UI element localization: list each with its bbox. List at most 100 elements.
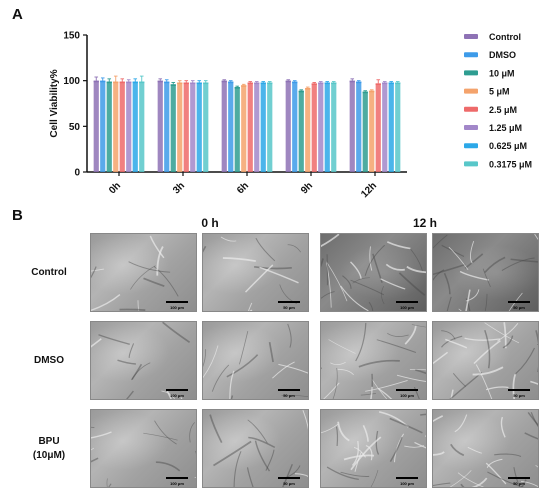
cell-streak (137, 300, 140, 311)
cell-streak (335, 426, 339, 447)
bar-top (177, 82, 183, 85)
micrograph-image: 100 μm (320, 409, 427, 488)
cell-streak (454, 414, 468, 433)
legend-swatch (464, 161, 478, 167)
cell-streak (350, 436, 382, 471)
cell-streak (535, 465, 538, 468)
cell-streak (497, 323, 519, 342)
bar-top (221, 80, 227, 83)
cell-streak (106, 478, 108, 487)
cell-streak (369, 246, 373, 271)
bar (285, 80, 291, 172)
cell-streak (130, 265, 156, 290)
cell-streak (500, 416, 506, 438)
cell-streak (485, 386, 509, 391)
bar-top (119, 81, 125, 84)
cell-streak (143, 277, 165, 288)
scale-bar-label: 100 μm (400, 305, 414, 310)
bar-top (369, 90, 375, 93)
cell-streak (91, 266, 97, 279)
cell-streak (510, 258, 538, 263)
cell-streak (515, 347, 536, 375)
cell-streak (448, 246, 469, 271)
micrograph-image: 50 μm (202, 321, 309, 400)
bar-top (395, 82, 401, 85)
bar-top (375, 83, 381, 86)
cell-streak (387, 332, 409, 337)
legend-swatch (464, 70, 478, 76)
bar-top (164, 81, 170, 84)
micrograph-image: 50 μm (202, 409, 309, 488)
cell-streak (360, 393, 376, 396)
legend-swatch (464, 125, 478, 130)
cell-streak (508, 292, 523, 311)
bar (196, 82, 202, 172)
bar-top (228, 81, 234, 84)
legend-swatch (464, 52, 478, 58)
bar (157, 80, 163, 172)
scale-bar-label: 50 μm (283, 393, 295, 398)
bar-top (234, 87, 240, 89)
legend-label: 5 μM (489, 87, 510, 97)
cell-streak (98, 334, 130, 345)
cell-streak (91, 447, 95, 451)
cell-streak (153, 266, 179, 297)
micrograph-image: 100 μm (90, 233, 197, 312)
cell-streak (475, 364, 493, 399)
scale-bar (396, 301, 418, 303)
bar (170, 84, 176, 172)
cell-streak (433, 269, 445, 281)
row-label: DMSO (14, 354, 84, 368)
cell-streak (321, 291, 335, 299)
bar (298, 90, 304, 172)
cell-streak (446, 296, 452, 311)
cell-streak (229, 370, 235, 399)
cell-streak (445, 338, 468, 349)
bar-top (267, 82, 273, 85)
legend-swatch (464, 88, 478, 94)
cell-streak (239, 331, 249, 365)
cell-streak (253, 265, 292, 270)
cell-streak (128, 261, 171, 273)
cell-streak (520, 480, 538, 487)
cell-streak (502, 335, 514, 349)
cell-streak (411, 324, 426, 328)
cell-streak (247, 419, 268, 444)
scale-bar (278, 389, 300, 391)
bar-top (331, 82, 337, 85)
cell-streak (281, 395, 308, 397)
cell-streak (471, 477, 488, 487)
bar (331, 82, 337, 172)
bar-top (132, 81, 138, 84)
cell-streak (433, 415, 444, 422)
cell-streak (91, 338, 102, 348)
cell-streak (321, 367, 323, 370)
cell-streak (364, 244, 386, 276)
cell-streak (530, 380, 538, 385)
cell-streak (450, 443, 465, 457)
cell-streak (385, 263, 405, 271)
micrograph-image: 50 μm (432, 233, 539, 312)
bar (221, 80, 227, 172)
bar (247, 82, 253, 172)
cell-streak (330, 361, 346, 365)
scale-bar (508, 477, 530, 479)
bar (318, 82, 324, 172)
cell-streak (287, 323, 292, 348)
cell-texture (209, 410, 308, 487)
panel-b-letter: B (12, 207, 23, 224)
scale-bar-label: 100 μm (170, 305, 184, 310)
scale-bar (166, 477, 188, 479)
bar-chart: 0 50 100 150 Cell Viability% 0h 3h 6h 9h 12h Contr… (49, 31, 532, 201)
cell-texture (321, 234, 426, 311)
cell-streak (424, 435, 426, 437)
cell-streak (189, 422, 195, 443)
cell-streak (287, 244, 301, 253)
scale-bar-label: 100 μm (400, 393, 414, 398)
cell-streak (203, 345, 219, 379)
cell-streak (268, 341, 274, 363)
cell-streak (355, 322, 367, 362)
bar-top (382, 82, 388, 85)
micrograph-image: 50 μm (432, 409, 539, 488)
cell-streak (396, 374, 426, 383)
